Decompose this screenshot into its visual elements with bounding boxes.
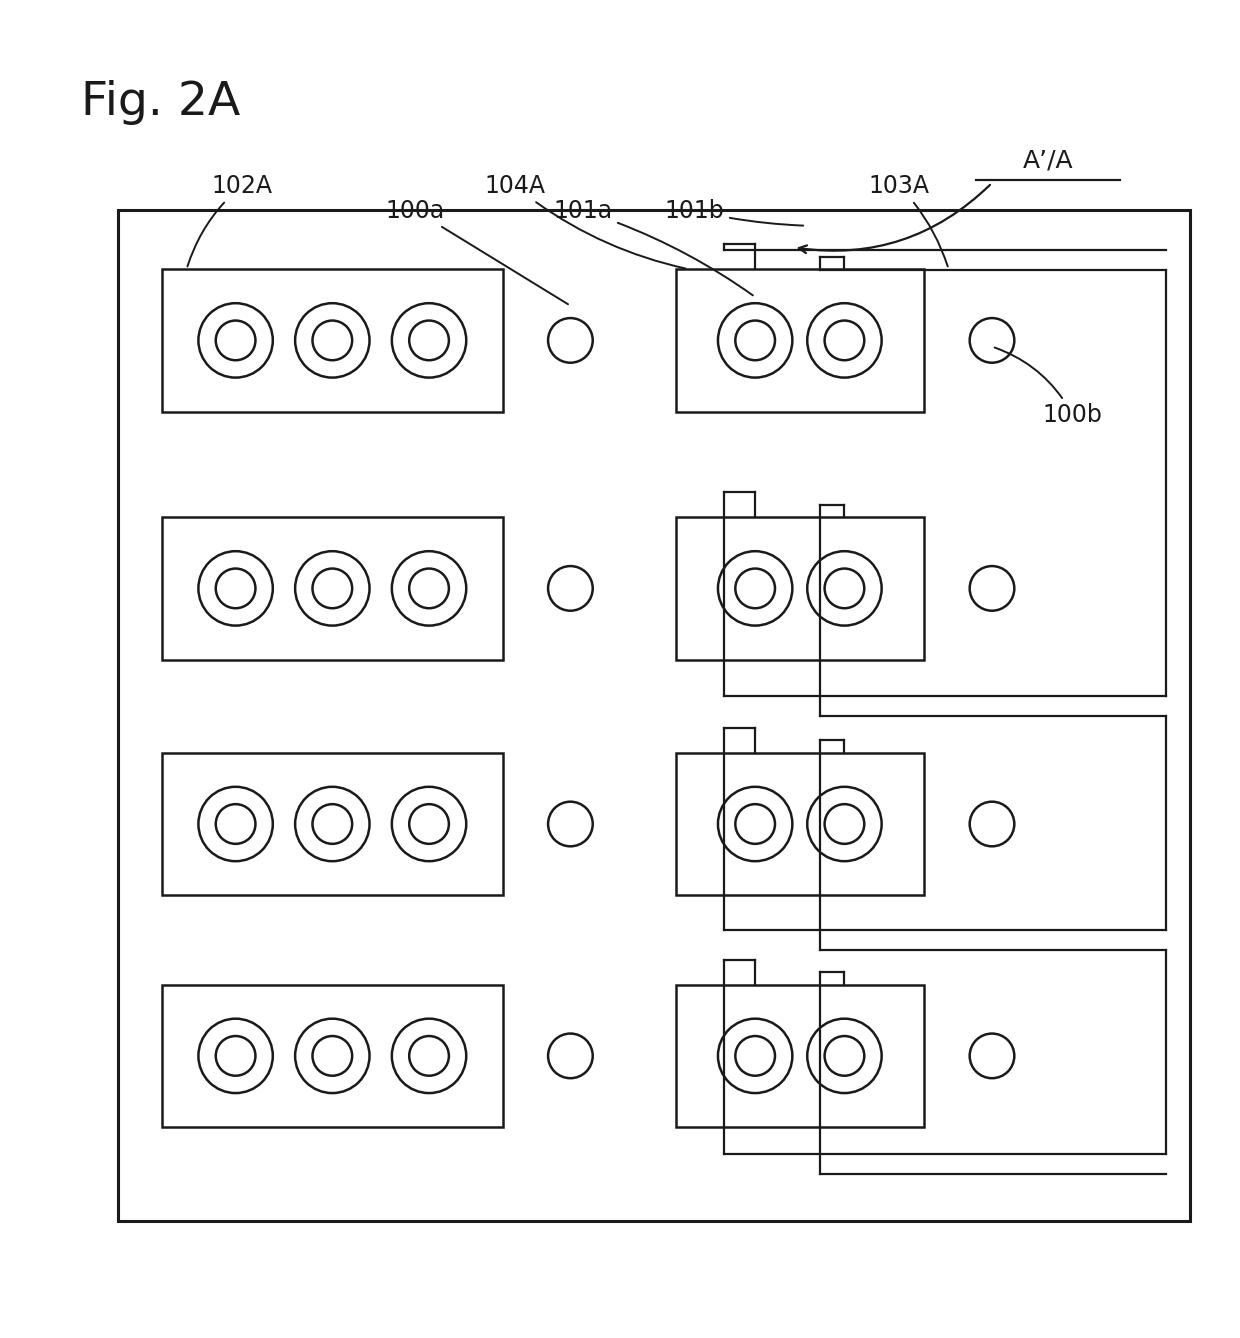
Text: 103A: 103A (868, 174, 947, 266)
FancyBboxPatch shape (161, 753, 503, 895)
FancyBboxPatch shape (161, 516, 503, 660)
Text: 100a: 100a (386, 198, 568, 304)
Text: 101a: 101a (553, 198, 753, 296)
Text: 104A: 104A (484, 174, 686, 269)
FancyBboxPatch shape (161, 985, 503, 1127)
FancyBboxPatch shape (676, 753, 924, 895)
Text: 102A: 102A (187, 174, 273, 266)
Text: Fig. 2A: Fig. 2A (81, 80, 241, 124)
FancyBboxPatch shape (118, 210, 1190, 1220)
FancyBboxPatch shape (676, 516, 924, 660)
Text: 100b: 100b (994, 348, 1102, 427)
Text: 101b: 101b (665, 198, 804, 226)
FancyBboxPatch shape (161, 269, 503, 412)
FancyBboxPatch shape (676, 985, 924, 1127)
Text: A’/A: A’/A (1023, 149, 1073, 173)
FancyBboxPatch shape (676, 269, 924, 412)
